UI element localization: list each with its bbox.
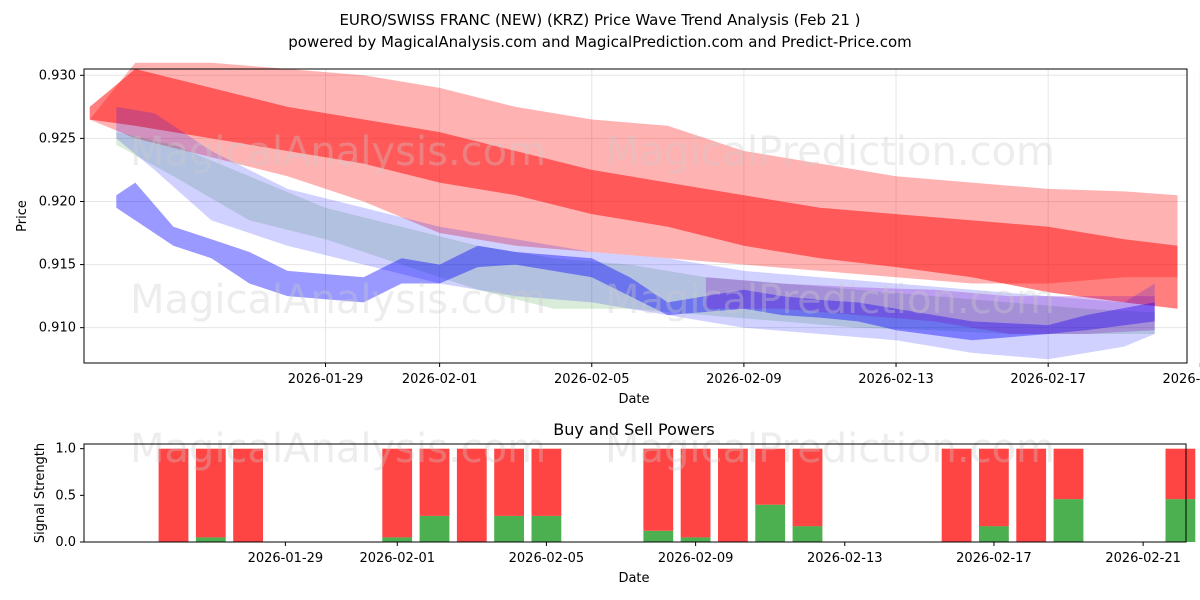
price-x-tick-label: 2026-02-17 — [1010, 372, 1086, 387]
buy-sell-y-tick-label: 1.0 — [55, 442, 76, 457]
price-x-tick-label: 2026-02-13 — [858, 372, 934, 387]
buy-sell-x-ticks: 2026-01-29 2026-02-01 2026-02-05 2026-02-09… — [248, 542, 1181, 566]
sell-bar — [195, 448, 226, 538]
buy-bar — [419, 515, 450, 542]
buy-bar — [1053, 499, 1084, 542]
watermark-prediction-bottom: MagicalPrediction.com — [605, 426, 1055, 472]
sell-bar — [233, 448, 263, 542]
buy-sell-chart: Buy and Sell Powers MagicalAnalysis.com … — [33, 420, 1196, 586]
sell-bar — [382, 448, 413, 538]
price-x-tick-label: 2026-02-09 — [706, 372, 782, 387]
sell-bar — [1053, 448, 1084, 500]
price-bands — [89, 62, 1178, 360]
buy-bar — [531, 515, 562, 542]
price-x-label: Date — [618, 392, 649, 407]
price-y-tick-label: 0.910 — [39, 321, 76, 336]
buy-bar — [382, 537, 413, 542]
buy-bar — [755, 504, 786, 542]
sell-bar — [158, 448, 189, 542]
buy-sell-y-tick-label: 0.5 — [55, 488, 76, 503]
sell-bar — [1016, 448, 1047, 542]
price-y-tick-label: 0.925 — [39, 131, 76, 146]
price-wave-chart: MagicalAnalysis.com MagicalPrediction.co… — [15, 62, 1200, 407]
watermark-prediction-top: MagicalPrediction.com — [605, 129, 1055, 175]
price-y-tick-label: 0.930 — [39, 68, 76, 83]
price-y-label: Price — [15, 200, 30, 232]
red-core-band — [89, 69, 1178, 309]
buy-sell-x-tick-label: 2026-02-13 — [807, 551, 883, 566]
watermark-analysis-bottom: MagicalAnalysis.com — [130, 426, 546, 472]
price-x-tick-label: 2026-02-05 — [554, 372, 630, 387]
purple-band — [705, 277, 1155, 334]
sell-bar — [643, 448, 674, 531]
sell-bar — [494, 448, 524, 516]
green-band — [116, 132, 1155, 334]
price-x-tick-label: 2026-02-01 — [402, 372, 478, 387]
buy-sell-y-ticks: 0.0 0.5 1.0 — [55, 442, 84, 550]
sell-bar — [419, 448, 450, 516]
buy-sell-x-tick-label: 2026-01-29 — [248, 551, 324, 566]
price-plot-frame — [83, 68, 1188, 364]
sell-bar — [718, 448, 748, 542]
buy-bar — [792, 526, 823, 542]
chart-subtitle: powered by MagicalAnalysis.com and Magic… — [288, 33, 912, 51]
sell-bar — [680, 448, 711, 538]
buy-sell-title: Buy and Sell Powers — [553, 420, 715, 439]
buy-sell-x-tick-label: 2026-02-21 — [1105, 551, 1181, 566]
price-x-ticks: 2026-01-29 2026-02-01 2026-02-05 2026-02-09… — [288, 363, 1200, 387]
sell-bar — [941, 448, 972, 542]
buy-bar — [680, 537, 711, 542]
buy-sell-plot-frame — [83, 443, 1187, 543]
price-x-tick-label: 2026-01-29 — [288, 372, 364, 387]
buy-sell-x-tick-label: 2026-02-05 — [509, 551, 585, 566]
sell-bar — [531, 448, 562, 516]
buy-sell-x-label: Date — [618, 571, 649, 586]
blue-upper-band — [116, 106, 1155, 360]
buy-sell-bars — [158, 448, 1196, 542]
watermark-analysis-top: MagicalAnalysis.com — [130, 129, 546, 175]
price-y-tick-label: 0.920 — [39, 194, 76, 209]
sell-bar — [979, 448, 1009, 527]
watermark-analysis-mid: MagicalAnalysis.com — [130, 277, 546, 323]
buy-sell-x-tick-label: 2026-02-17 — [956, 551, 1032, 566]
buy-bar — [195, 537, 226, 542]
buy-sell-x-tick-label: 2026-02-09 — [658, 551, 734, 566]
price-x-tick-label: 2026-02-21 — [1163, 372, 1200, 387]
buy-bar — [1165, 499, 1196, 542]
buy-sell-x-tick-label: 2026-02-01 — [359, 551, 435, 566]
buy-sell-y-label: Signal Strength — [33, 443, 48, 543]
buy-bar — [494, 515, 524, 542]
blue-core-band — [116, 182, 1155, 341]
sell-bar — [755, 448, 786, 505]
price-y-ticks: 0.910 0.915 0.920 0.925 0.930 — [39, 68, 84, 336]
watermark-prediction-mid: MagicalPrediction.com — [605, 277, 1055, 323]
price-y-tick-label: 0.915 — [39, 258, 76, 273]
chart-title: EURO/SWISS FRANC (NEW) (KRZ) Price Wave … — [339, 11, 860, 29]
sell-bar — [1165, 448, 1196, 500]
buy-bar — [979, 526, 1009, 542]
sell-bar — [456, 448, 487, 542]
buy-bar — [643, 530, 674, 542]
buy-sell-y-tick-label: 0.0 — [55, 535, 76, 550]
sell-bar — [792, 448, 823, 527]
